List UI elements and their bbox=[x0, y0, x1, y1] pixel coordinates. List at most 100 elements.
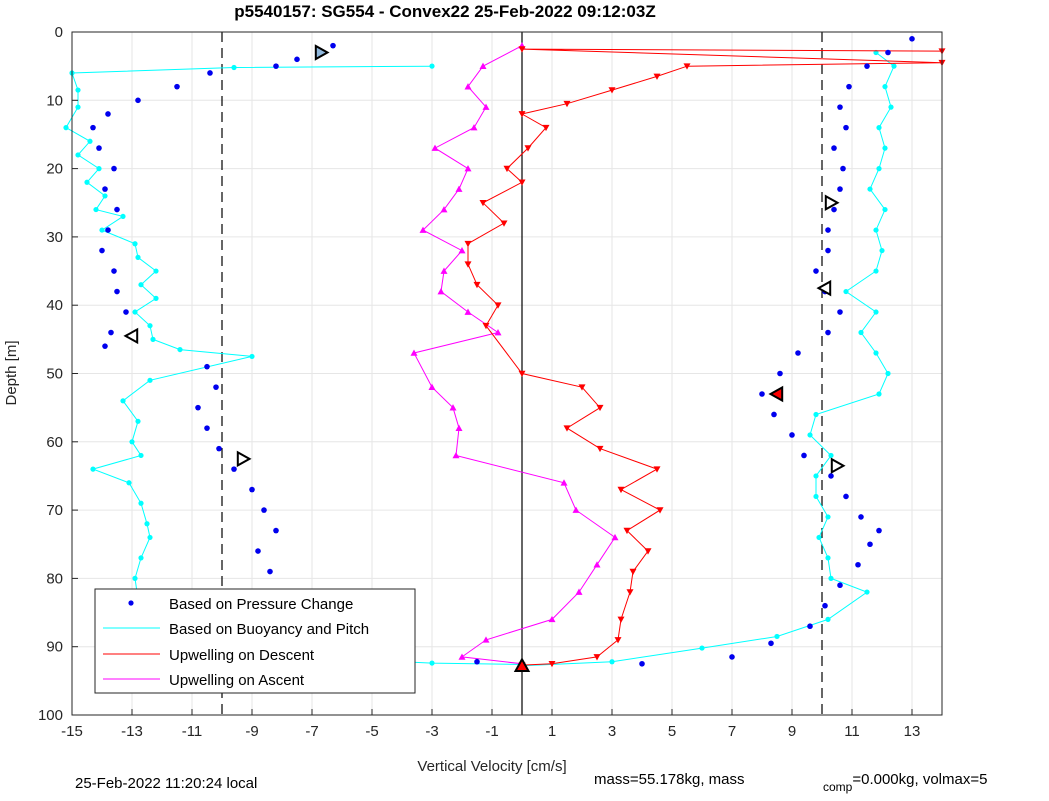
buoyancy-point-descent-17 bbox=[138, 282, 144, 288]
event-marker-7 bbox=[830, 457, 846, 474]
upwelling-ascent-point-5 bbox=[593, 561, 601, 568]
series-buoyancy bbox=[63, 49, 897, 669]
legend-swatch-pressure bbox=[128, 600, 134, 606]
pressure-point-descent-29 bbox=[267, 568, 273, 575]
legend: Based on Pressure Change Based on Buoyan… bbox=[94, 588, 416, 694]
upwelling-ascent-point-17 bbox=[440, 267, 448, 274]
x-tick-label-2: -11 bbox=[182, 723, 203, 740]
event-marker-4 bbox=[824, 194, 840, 211]
pressure-point-ascent-24 bbox=[825, 227, 831, 233]
buoyancy-point-descent-34 bbox=[138, 555, 144, 561]
pressure-point-descent-2 bbox=[273, 63, 279, 69]
upwelling-descent-point-29 bbox=[629, 568, 637, 576]
upwelling-descent-point-14 bbox=[464, 240, 472, 248]
upwelling-descent-point-25 bbox=[617, 486, 625, 494]
pressure-point-descent-24 bbox=[231, 466, 237, 472]
legend-label-pressure: Based on Pressure Change bbox=[169, 596, 353, 613]
upwelling-ascent-point-13 bbox=[410, 349, 418, 356]
upwelling-descent-point-22 bbox=[563, 425, 571, 432]
buoyancy-point-descent-12 bbox=[120, 213, 126, 220]
pressure-point-ascent-6 bbox=[837, 582, 843, 589]
buoyancy-point-ascent-21 bbox=[873, 268, 879, 274]
pressure-point-descent-15 bbox=[114, 288, 120, 295]
pressure-point-descent-16 bbox=[123, 309, 129, 315]
footer-local-time: 25-Feb-2022 11:20:24 local bbox=[75, 775, 258, 792]
buoyancy-point-ascent-22 bbox=[879, 247, 885, 254]
footer-mass: mass=55.178kg, mass bbox=[594, 771, 745, 788]
pressure-point-ascent-33 bbox=[885, 49, 891, 56]
pressure-point-descent-9 bbox=[111, 165, 117, 172]
buoyancy-point-ascent-2 bbox=[699, 645, 705, 651]
pressure-point-descent-28 bbox=[255, 548, 261, 554]
pressure-point-ascent-20 bbox=[837, 309, 843, 315]
upwelling-descent-point-31 bbox=[617, 616, 625, 623]
upwelling-descent-point-21 bbox=[596, 404, 604, 412]
footer-mass-sub: comp bbox=[823, 780, 853, 794]
pressure-point-ascent-17 bbox=[777, 370, 783, 377]
pressure-point-ascent-9 bbox=[876, 527, 882, 534]
y-tick-label-2: 20 bbox=[46, 161, 63, 178]
x-tick-label-9: 3 bbox=[608, 723, 616, 740]
upwelling-descent-point-18 bbox=[482, 322, 490, 330]
upwelling-descent-point-17 bbox=[494, 302, 502, 309]
pressure-point-ascent-12 bbox=[828, 473, 834, 479]
upwelling-descent-point-24 bbox=[653, 466, 661, 473]
event-marker-5 bbox=[816, 279, 832, 297]
buoyancy-point-descent-15 bbox=[135, 254, 141, 260]
event-marker-2 bbox=[236, 450, 252, 468]
upwelling-ascent-point-14 bbox=[494, 329, 502, 336]
upwelling-descent-point-19 bbox=[518, 370, 526, 377]
pressure-point-descent-8 bbox=[96, 145, 102, 151]
pressure-point-descent-0 bbox=[330, 42, 336, 49]
pressure-point-ascent-34 bbox=[909, 36, 915, 42]
buoyancy-point-ascent-1 bbox=[609, 659, 615, 665]
event-marker-8 bbox=[513, 657, 531, 673]
upwelling-ascent-point-3 bbox=[548, 615, 556, 623]
pressure-point-ascent-8 bbox=[867, 541, 873, 548]
legend-label-ascent: Upwelling on Ascent bbox=[169, 672, 305, 689]
upwelling-ascent-point-20 bbox=[440, 206, 448, 213]
legend-entry-buoyancy: Based on Buoyancy and Pitch bbox=[103, 621, 369, 638]
x-tick-label-0: -15 bbox=[61, 723, 83, 740]
buoyancy-point-descent-4 bbox=[75, 104, 81, 110]
buoyancy-point-descent-10 bbox=[102, 193, 108, 199]
x-axis-label: Vertical Velocity [cm/s] bbox=[417, 758, 566, 775]
buoyancy-point-ascent-24 bbox=[882, 206, 888, 213]
buoyancy-point-descent-6 bbox=[87, 138, 93, 144]
buoyancy-point-ascent-13 bbox=[807, 432, 813, 438]
legend-entry-pressure: Based on Pressure Change bbox=[128, 596, 353, 613]
buoyancy-point-ascent-25 bbox=[867, 186, 873, 192]
pressure-point-descent-12 bbox=[105, 227, 111, 233]
upwelling-ascent-point-8 bbox=[560, 479, 568, 486]
upwelling-descent-line bbox=[467, 48, 943, 666]
x-tick-label-6: -3 bbox=[425, 723, 438, 740]
y-tick-label-9: 90 bbox=[46, 639, 63, 656]
upwelling-descent-point-33 bbox=[593, 654, 601, 661]
y-tick-label-4: 40 bbox=[46, 297, 63, 314]
buoyancy-point-ascent-18 bbox=[858, 329, 864, 336]
buoyancy-point-descent-41 bbox=[429, 660, 435, 666]
upwelling-descent-point-1 bbox=[518, 46, 526, 53]
buoyancy-point-descent-14 bbox=[132, 241, 138, 247]
event-marker-6 bbox=[768, 385, 784, 403]
upwelling-ascent-point-9 bbox=[452, 451, 460, 459]
x-tick-label-4: -7 bbox=[305, 723, 318, 740]
pressure-point-ascent-15 bbox=[771, 411, 777, 418]
upwelling-ascent-point-22 bbox=[464, 165, 472, 172]
pressure-point-descent-22 bbox=[204, 425, 210, 431]
upwelling-ascent-point-10 bbox=[455, 424, 463, 431]
y-tick-label-7: 70 bbox=[46, 502, 63, 519]
x-tick-label-13: 11 bbox=[844, 723, 860, 740]
legend-box bbox=[94, 588, 416, 694]
pressure-point-descent-14 bbox=[111, 268, 117, 274]
pressure-point-ascent-18 bbox=[795, 350, 801, 356]
upwelling-descent-point-30 bbox=[626, 589, 634, 596]
x-tick-label-8: 1 bbox=[548, 723, 556, 740]
legend-entry-ascent: Upwelling on Ascent bbox=[103, 672, 305, 689]
pressure-point-ascent-27 bbox=[840, 165, 846, 172]
buoyancy-point-ascent-19 bbox=[873, 309, 879, 315]
upwelling-ascent-point-15 bbox=[464, 308, 472, 315]
buoyancy-point-descent-26 bbox=[135, 418, 141, 424]
buoyancy-point-ascent-23 bbox=[873, 227, 879, 233]
legend-label-descent: Upwelling on Descent bbox=[169, 647, 315, 664]
